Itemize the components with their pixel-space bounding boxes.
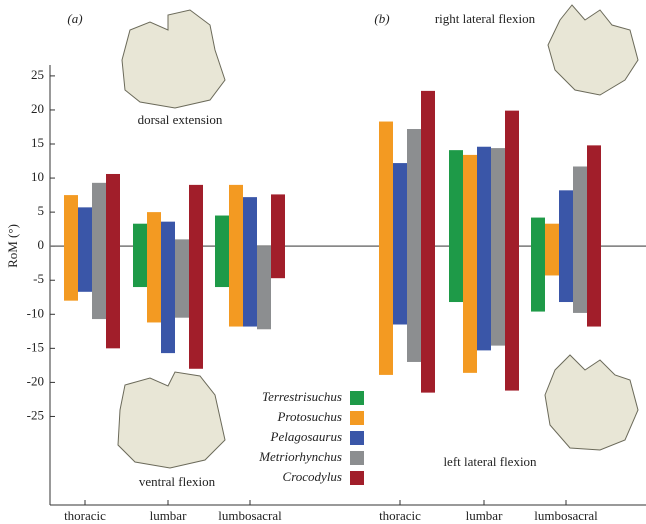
bar <box>379 121 393 375</box>
x-tick-label: lumbar <box>150 508 187 523</box>
bar <box>449 150 463 303</box>
y-tick-label: 0 <box>38 237 45 252</box>
y-tick-label: -5 <box>33 271 44 286</box>
panel-label: (b) <box>374 11 389 26</box>
legend-label: Terrestrisuchus <box>262 389 342 404</box>
annotation: dorsal extension <box>138 112 223 127</box>
bar <box>133 223 147 288</box>
bar <box>215 215 229 288</box>
x-tick-label: lumbar <box>466 508 503 523</box>
y-tick-label: 10 <box>31 169 44 184</box>
x-tick-label: thoracic <box>64 508 106 523</box>
y-tick-label: -20 <box>27 373 44 388</box>
legend-swatch <box>350 471 364 485</box>
annotation: ventral flexion <box>139 474 216 489</box>
bar <box>421 90 435 393</box>
bar <box>573 166 587 313</box>
legend-swatch <box>350 391 364 405</box>
bar <box>271 194 285 279</box>
bar <box>491 148 505 346</box>
bar <box>505 110 519 391</box>
bar <box>559 190 573 303</box>
x-tick-label: thoracic <box>379 508 421 523</box>
legend-label: Metriorhynchus <box>258 449 342 464</box>
annotation: right lateral flexion <box>435 11 536 26</box>
y-tick-label: 20 <box>31 101 44 116</box>
legend-label: Protosuchus <box>276 409 342 424</box>
y-tick-label: -10 <box>27 305 44 320</box>
y-tick-label: -15 <box>27 339 44 354</box>
bar <box>257 246 271 330</box>
bar <box>189 184 203 369</box>
y-tick-label: 5 <box>38 203 45 218</box>
bar <box>243 197 257 327</box>
bar <box>161 221 175 354</box>
y-tick-label: -25 <box>27 407 44 422</box>
y-tick-label: 15 <box>31 135 44 150</box>
bar <box>92 182 106 320</box>
legend-swatch <box>350 411 364 425</box>
bar <box>175 239 189 318</box>
y-axis-label: RoM (°) <box>5 224 20 268</box>
legend-swatch <box>350 451 364 465</box>
y-tick-label: 25 <box>31 67 44 82</box>
bar <box>64 195 78 301</box>
bar <box>463 154 477 373</box>
legend-label: Crocodylus <box>283 469 342 484</box>
bar <box>106 173 120 349</box>
panel-label: (a) <box>67 11 82 26</box>
bar <box>229 184 243 327</box>
annotation: left lateral flexion <box>443 454 537 469</box>
bar <box>477 146 491 351</box>
legend-swatch <box>350 431 364 445</box>
bar <box>545 223 559 276</box>
x-tick-label: lumbosacral <box>218 508 282 523</box>
bar <box>147 212 161 323</box>
legend-label: Pelagosaurus <box>270 429 343 444</box>
vertebra-illustrations <box>117 4 639 469</box>
bar <box>587 145 601 327</box>
bar <box>393 163 407 325</box>
bar <box>531 217 545 312</box>
x-tick-label: lumbosacral <box>534 508 598 523</box>
bar <box>78 207 92 292</box>
bar <box>407 129 421 362</box>
